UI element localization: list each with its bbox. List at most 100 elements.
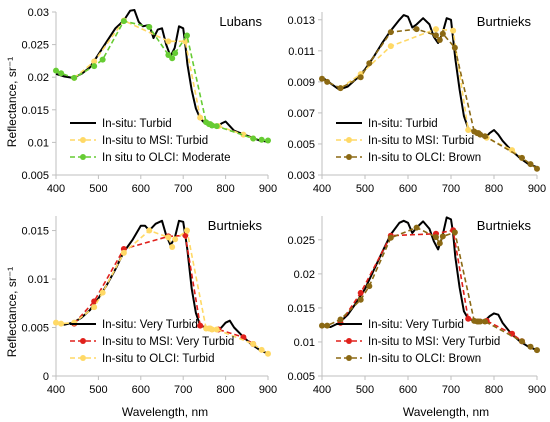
series-point-3 xyxy=(413,224,420,231)
series-point-3 xyxy=(172,50,179,57)
x-axis-label-right: Wavelength, nm xyxy=(403,405,489,419)
y-tick-label: 0.015 xyxy=(21,226,49,238)
legend-marker-2 xyxy=(346,137,352,143)
legend-label-2: In-situ to MSI: Very Turbid xyxy=(368,336,500,348)
x-tick-label: 400 xyxy=(313,183,331,195)
x-tick-label: 700 xyxy=(174,183,192,195)
series-point-3 xyxy=(439,30,446,37)
x-tick-label: 800 xyxy=(485,183,503,195)
series-point-2 xyxy=(165,38,172,45)
x-tick-label: 500 xyxy=(89,183,107,195)
chart-panel-2: 0.003 0.005 0.007 0.009 0.011 0.013 400 500 600 7… xyxy=(287,12,546,195)
series-point-3 xyxy=(319,322,325,329)
series-point-3 xyxy=(120,18,127,25)
series-point-3 xyxy=(439,233,446,240)
chart-panel-1: 0.005 0.01 0.015 0.02 0.025 0.03 400 500 600 700 8… xyxy=(21,7,277,195)
series-point-3 xyxy=(213,326,220,333)
series-point-3 xyxy=(165,234,172,241)
series-point-3 xyxy=(250,135,257,142)
series-line-2 xyxy=(73,19,254,140)
legend-label-2: In-situ to MSI: Turbid xyxy=(102,135,208,147)
legend-label-3: In-situ to OLCI: Brown xyxy=(368,152,481,164)
series-point-2 xyxy=(465,315,472,322)
y-tick-label: 0.005 xyxy=(287,371,315,383)
series-point-3 xyxy=(518,154,525,161)
legend-label-1: In-situ: Very Turbid xyxy=(102,319,198,331)
series-point-3 xyxy=(250,341,257,347)
legend-marker-2 xyxy=(80,338,86,344)
series-point-3 xyxy=(337,85,344,92)
series-point-3 xyxy=(71,74,78,81)
series-point-2 xyxy=(197,114,204,121)
series-point-2 xyxy=(432,26,439,33)
series-point-3 xyxy=(387,234,394,241)
series-point-3 xyxy=(265,137,271,144)
chart-title: Lubans xyxy=(219,14,262,29)
series-point-3 xyxy=(477,131,484,138)
legend-label-3: In-situ to OLCI: Brown xyxy=(368,353,481,365)
y-tick-label: 0.015 xyxy=(287,303,315,315)
y-tick-label: 0.025 xyxy=(287,235,315,247)
series-point-3 xyxy=(258,136,265,143)
series-point-3 xyxy=(172,236,179,243)
legend-marker-3 xyxy=(346,154,352,160)
series-point-3 xyxy=(337,316,344,323)
series-point-3 xyxy=(209,122,216,129)
y-tick-label: 0.005 xyxy=(21,170,49,182)
series-line-1 xyxy=(55,9,269,143)
series-point-3 xyxy=(53,67,59,74)
series-point-3 xyxy=(99,56,106,63)
legend-marker-3 xyxy=(346,355,352,361)
x-tick-label: 900 xyxy=(528,384,546,396)
x-axis-label-left: Wavelength, nm xyxy=(122,405,208,419)
series-point-3 xyxy=(534,347,540,354)
x-tick-label: 400 xyxy=(313,384,331,396)
series-point-2 xyxy=(450,27,457,34)
x-tick-label: 700 xyxy=(442,384,460,396)
series-point-3 xyxy=(265,350,271,357)
x-tick-label: 800 xyxy=(216,183,234,195)
series-point-2 xyxy=(357,289,364,296)
legend-marker-3 xyxy=(80,355,86,361)
chart-title: Burtnieks xyxy=(477,218,532,233)
series-point-2 xyxy=(387,43,394,50)
series-point-3 xyxy=(184,32,191,39)
series-point-3 xyxy=(91,304,98,311)
series-point-3 xyxy=(534,165,540,172)
series-point-2 xyxy=(465,126,472,133)
series-point-3 xyxy=(366,60,373,67)
series-point-3 xyxy=(518,338,525,345)
series-point-3 xyxy=(91,63,98,70)
x-tick-label: 800 xyxy=(485,384,503,396)
x-tick-label: 900 xyxy=(259,183,277,195)
x-tick-label: 600 xyxy=(132,183,150,195)
x-tick-label: 800 xyxy=(216,384,234,396)
legend-label-1: In-situ: Turbid xyxy=(368,118,438,130)
y-tick-label: 0.025 xyxy=(21,40,49,52)
chart-title: Burtnieks xyxy=(477,14,532,29)
series-point-2 xyxy=(509,147,516,154)
series-point-3 xyxy=(481,318,488,325)
x-tick-label: 500 xyxy=(356,183,374,195)
series-point-3 xyxy=(209,326,216,333)
series-point-3 xyxy=(451,44,458,51)
series-point-2 xyxy=(91,298,98,305)
series-point-2 xyxy=(197,322,204,329)
x-tick-label: 500 xyxy=(89,384,107,396)
y-tick-label: 0.009 xyxy=(287,77,315,89)
x-tick-label: 400 xyxy=(47,183,65,195)
x-tick-label: 700 xyxy=(174,384,192,396)
series-line-3 xyxy=(321,28,538,170)
series-point-3 xyxy=(324,322,331,329)
legend-marker-3 xyxy=(80,154,86,160)
series-point-3 xyxy=(120,249,127,256)
series-point-3 xyxy=(436,36,443,43)
series-point-3 xyxy=(53,319,59,326)
series-point-3 xyxy=(451,229,458,236)
x-tick-label: 600 xyxy=(399,183,417,195)
legend-label-1: In-situ: Turbid xyxy=(102,118,172,130)
series-point-3 xyxy=(413,26,420,33)
y-tick-label: 0.01 xyxy=(294,337,315,349)
series-point-3 xyxy=(324,78,331,85)
